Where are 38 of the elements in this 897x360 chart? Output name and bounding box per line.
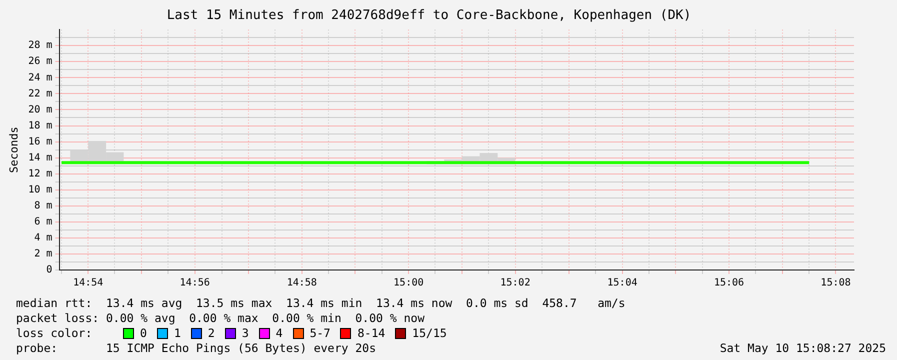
y-tick-label: 24 m	[28, 72, 52, 84]
text: 5-7	[310, 326, 330, 341]
chart-title: Last 15 Minutes from 2402768d9eff to Core-Backbone, Kopenhagen (DK)	[166, 8, 692, 24]
text: 3	[242, 326, 249, 341]
x-tick-label: 15:00	[394, 278, 424, 289]
y-tick-label: 2 m	[34, 248, 52, 260]
y-tick-label: 26 m	[28, 56, 52, 68]
y-tick-label: 28 m	[28, 40, 52, 52]
y-tick-label: 8 m	[34, 200, 52, 212]
text: 1	[174, 326, 181, 341]
y-tick-label: 6 m	[34, 216, 52, 228]
y-tick-label: 14 m	[28, 152, 52, 164]
x-tick-label: 14:56	[180, 278, 210, 289]
text: median rtt: 13.4 ms avg 13.5 ms max 13.4 ms min 13.4 ms now 0.0 ms sd 458.7 am/s	[16, 296, 626, 311]
y-tick-label: 20 m	[28, 104, 52, 116]
x-tick-label: 15:06	[714, 278, 744, 289]
text: Sat May 10 15:08:27 2025	[720, 341, 886, 356]
y-tick-label: 22 m	[28, 88, 52, 100]
text: loss color:	[16, 326, 94, 341]
x-tick-label: 15:02	[500, 278, 530, 289]
text: 8-14	[357, 326, 386, 341]
text: 15/15	[412, 326, 447, 341]
text: 2	[208, 326, 215, 341]
y-tick-label: 12 m	[28, 168, 52, 180]
y-tick-label: 16 m	[28, 136, 52, 148]
y-tick-label: 10 m	[28, 184, 52, 196]
x-tick-label: 14:58	[286, 278, 317, 289]
y-tick-label: 18 m	[28, 120, 52, 132]
text: packet loss: 0.00 % avg 0.00 % max 0.00 % min 0.00 % now	[16, 311, 426, 326]
text: 4	[276, 326, 283, 341]
y-axis-title: Seconds	[7, 126, 20, 173]
text: probe: 15 ICMP Echo Pings (56 Bytes) every 20s	[16, 341, 376, 356]
text: 0	[140, 326, 147, 341]
y-tick-label: 0	[46, 264, 52, 276]
y-tick-label: 4 m	[34, 232, 52, 244]
x-tick-label: 15:04	[607, 278, 638, 289]
x-tick-label: 14:54	[73, 278, 104, 289]
x-tick-label: 15:08	[820, 278, 851, 289]
